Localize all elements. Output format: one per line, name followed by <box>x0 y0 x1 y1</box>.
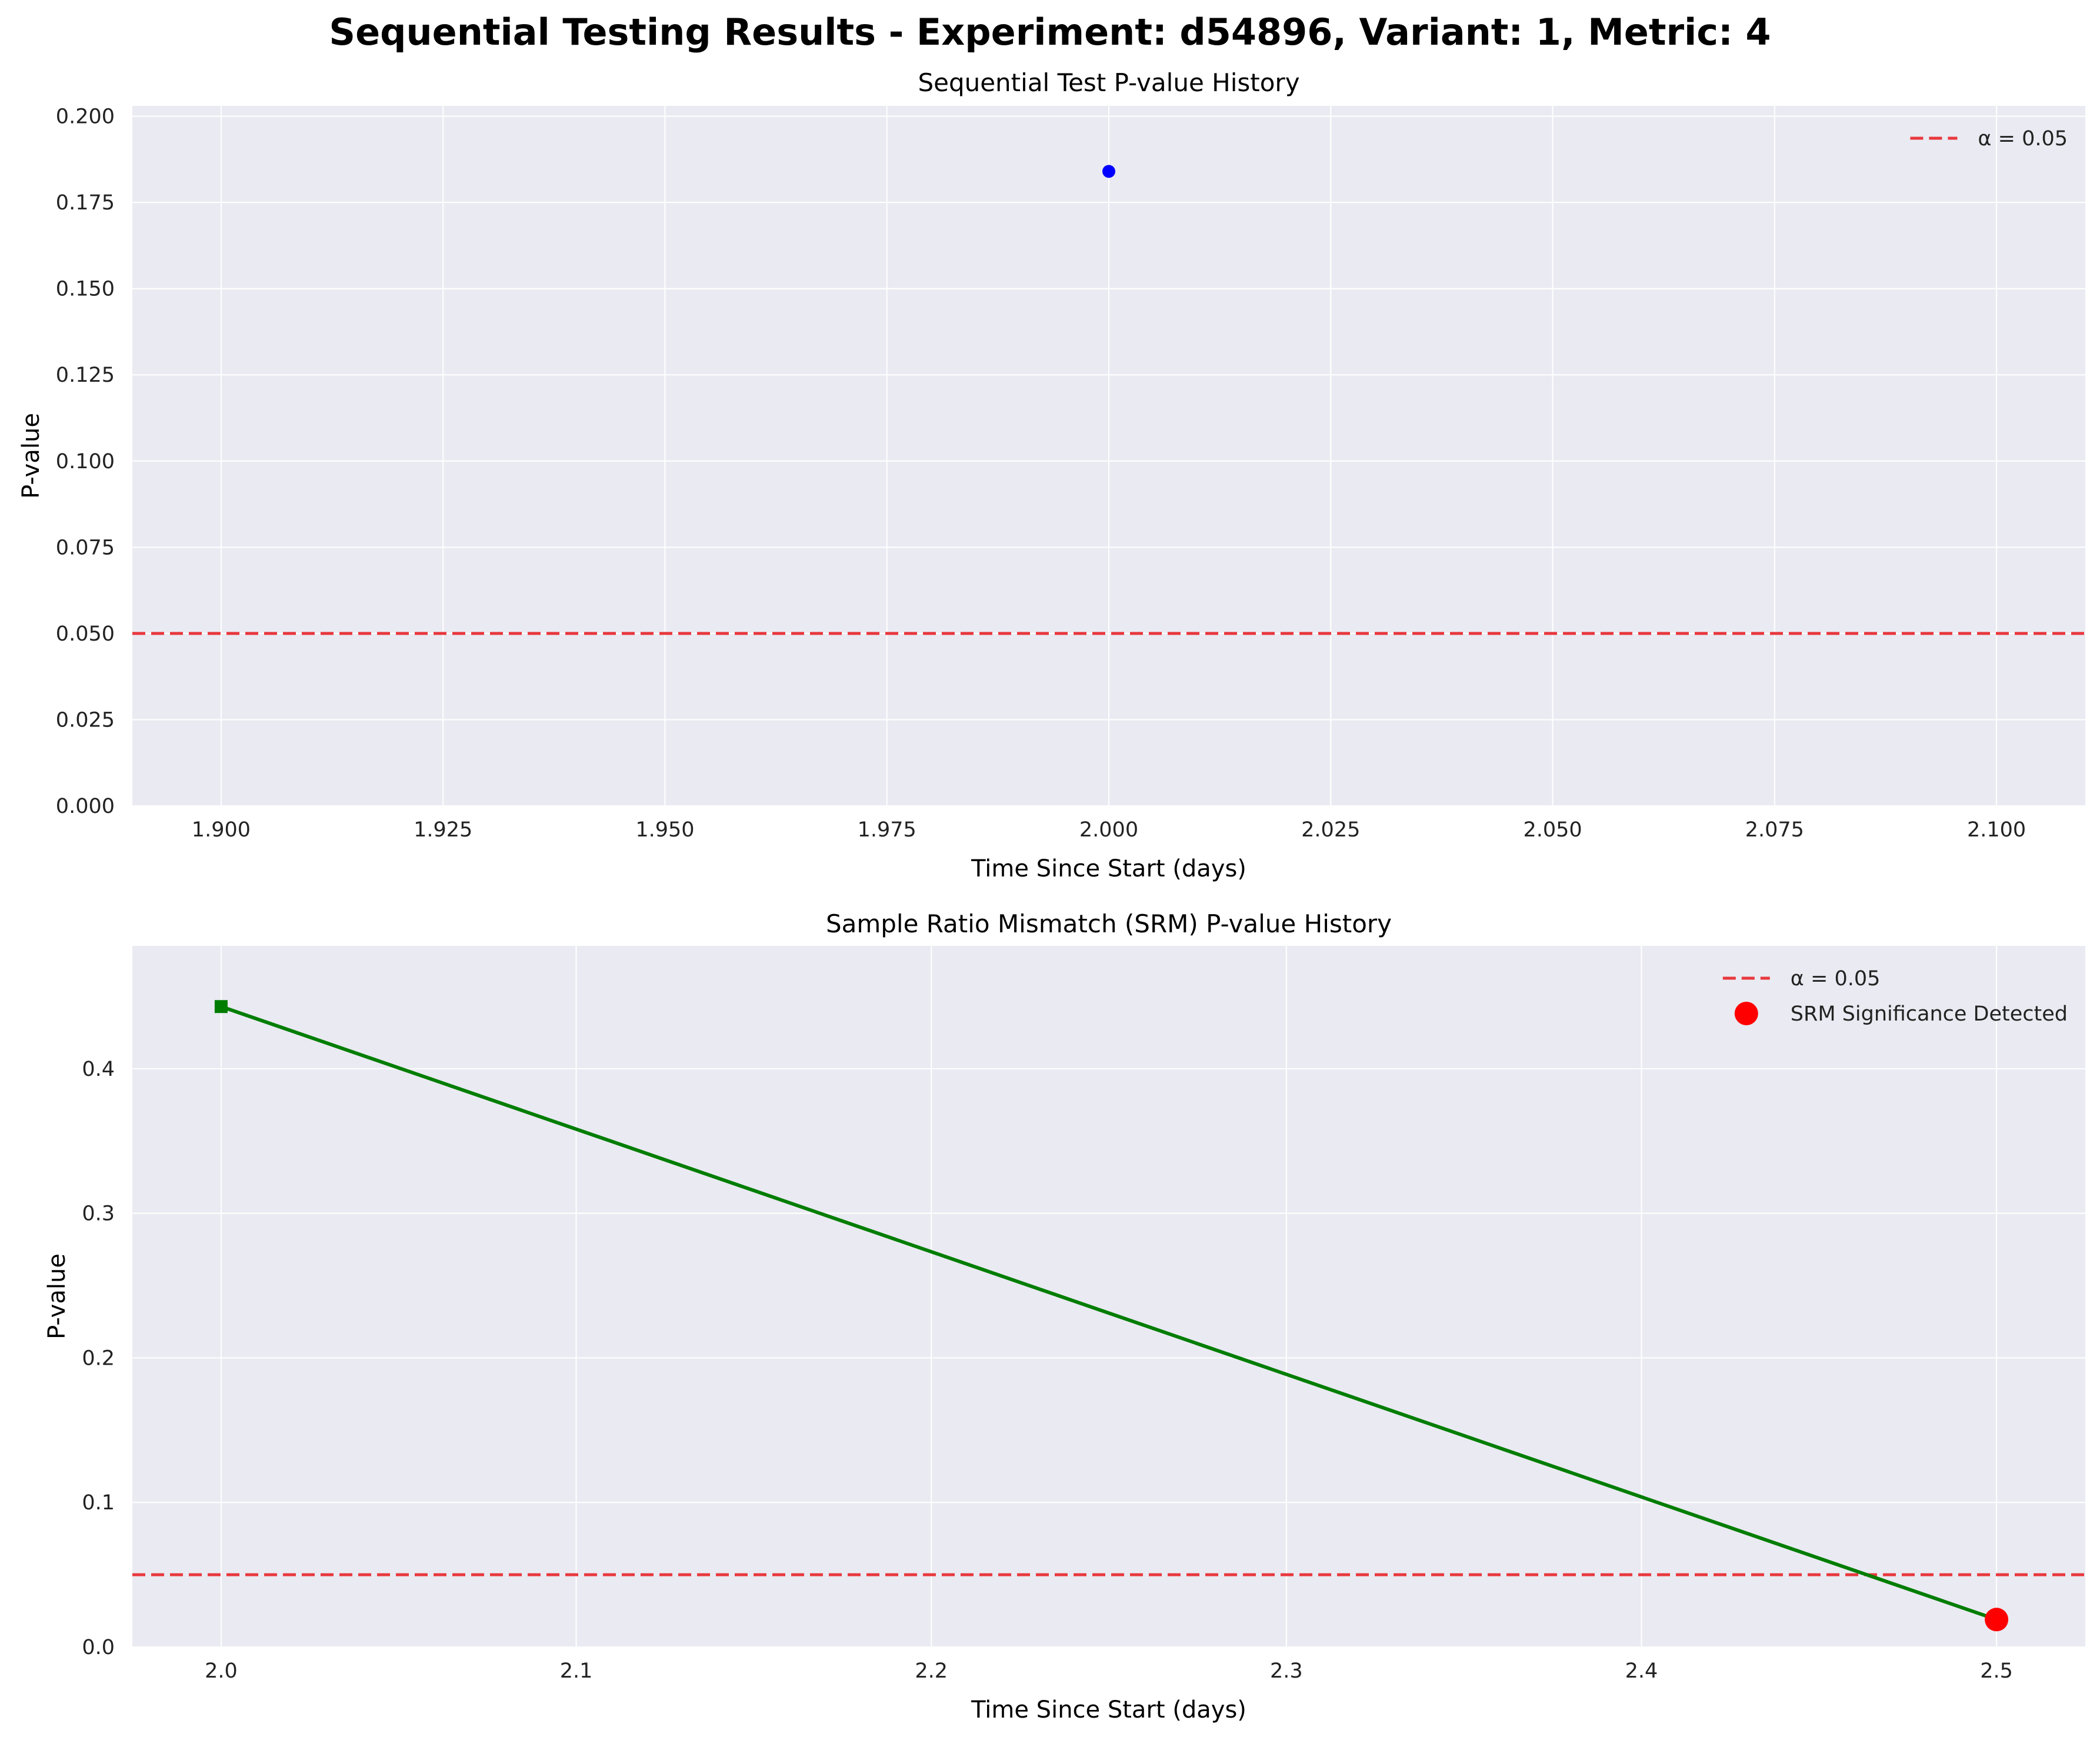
x-tick-label: 2.3 <box>1270 1659 1303 1683</box>
x-tick-label: 1.950 <box>635 818 694 842</box>
x-tick-label: 2.050 <box>1523 818 1582 842</box>
y-tick-label: 0.000 <box>56 795 115 818</box>
legend-dot-swatch <box>1734 1002 1758 1025</box>
y-tick-label: 0.175 <box>56 191 115 215</box>
sequential-test-grid <box>132 106 2085 806</box>
y-tick-label: 0.050 <box>56 622 115 646</box>
sequential-test-ticks: 1.900 1.925 1.950 1.975 2.000 2.025 2.050 2.075… <box>56 105 2026 842</box>
y-tick-label: 0.100 <box>56 450 115 474</box>
sequential-test-xlabel: Time Since Start (days) <box>971 855 1246 882</box>
sequential-test-marks <box>132 165 2085 635</box>
srm-significant-point <box>1985 1608 2009 1632</box>
srm-ticks: 2.0 2.1 2.2 2.3 2.4 2.5 0.0 0.1 0.2 0.3 0.4 <box>82 1058 2013 1683</box>
srm-marks <box>132 1000 2085 1632</box>
sequential-test-title: Sequential Test P-value History <box>918 68 1299 97</box>
x-tick-label: 1.900 <box>192 818 251 842</box>
legend-label: α = 0.05 <box>1791 967 1881 991</box>
data-point <box>214 1000 228 1013</box>
x-tick-label: 1.975 <box>858 818 916 842</box>
y-tick-label: 0.2 <box>82 1346 115 1370</box>
x-tick-label: 2.0 <box>205 1659 238 1683</box>
y-tick-label: 0.025 <box>56 708 115 732</box>
x-tick-label: 2.100 <box>1967 818 2026 842</box>
srm-grid <box>132 946 2085 1648</box>
y-tick-label: 0.1 <box>82 1491 115 1515</box>
y-tick-label: 0.125 <box>56 364 115 387</box>
x-tick-label: 2.5 <box>1980 1659 2013 1683</box>
y-tick-label: 0.150 <box>56 278 115 301</box>
series-line <box>220 1005 1998 1622</box>
figure-title: Sequential Testing Results - Experiment:… <box>329 11 1771 54</box>
srm-plot-area <box>132 946 2085 1647</box>
data-point <box>1102 165 1115 178</box>
y-tick-label: 0.3 <box>82 1202 115 1226</box>
x-tick-label: 2.025 <box>1301 818 1360 842</box>
y-tick-label: 0.0 <box>82 1636 115 1659</box>
sequential-test-panel: Sequential Test P-value History 1.900 1.9… <box>18 68 2085 882</box>
x-tick-label: 2.075 <box>1745 818 1804 842</box>
x-tick-label: 2.000 <box>1079 818 1138 842</box>
x-tick-label: 2.4 <box>1625 1659 1658 1683</box>
sequential-test-legend: α = 0.05 <box>1910 127 2068 151</box>
legend-label: SRM Significance Detected <box>1791 1002 2068 1026</box>
sequential-test-ylabel: P-value <box>18 413 45 499</box>
legend-label: α = 0.05 <box>1978 127 2068 151</box>
srm-panel: Sample Ratio Mismatch (SRM) P-value Hist… <box>44 909 2085 1723</box>
y-tick-label: 0.4 <box>82 1058 115 1081</box>
x-tick-label: 2.1 <box>560 1659 593 1683</box>
srm-title: Sample Ratio Mismatch (SRM) P-value Hist… <box>826 909 1392 938</box>
y-tick-label: 0.075 <box>56 536 115 559</box>
x-tick-label: 2.2 <box>915 1659 948 1683</box>
srm-xlabel: Time Since Start (days) <box>971 1696 1246 1723</box>
srm-legend: α = 0.05 SRM Significance Detected <box>1722 967 2068 1026</box>
x-tick-label: 1.925 <box>414 818 472 842</box>
srm-ylabel: P-value <box>44 1253 71 1339</box>
y-tick-label: 0.200 <box>56 105 115 129</box>
